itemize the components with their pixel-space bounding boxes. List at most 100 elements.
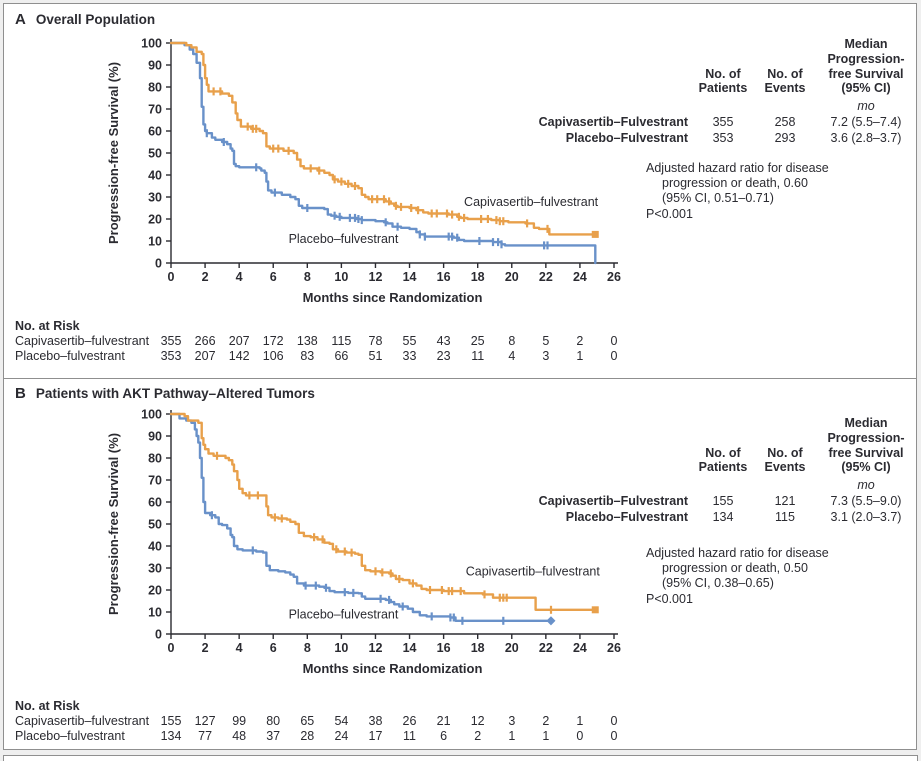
svg-text:90: 90: [148, 59, 162, 73]
placebo-curve: [169, 41, 597, 265]
risk-value: 1: [576, 349, 584, 363]
svg-text:80: 80: [148, 81, 162, 95]
p-value: P<0.001: [646, 592, 693, 606]
risk-value: 21: [436, 714, 451, 728]
stats-table-b: No. of Patients No. of Events Median Pro…: [522, 416, 914, 524]
svg-text:26: 26: [607, 641, 621, 655]
svg-text:30: 30: [148, 562, 162, 576]
risk-value: 138: [296, 334, 318, 348]
stats-b-col-median: Median Progression- free Survival (95% C…: [827, 416, 905, 475]
svg-text:20: 20: [148, 213, 162, 227]
svg-text:30: 30: [148, 191, 162, 205]
svg-text:40: 40: [148, 169, 162, 183]
risk-row: Capivasertib–fulvestrant 155 127 99 80 65 54 38…: [4, 714, 664, 729]
stats-row-events: 293: [774, 130, 796, 145]
svg-text:0: 0: [168, 641, 175, 655]
risk-value: 48: [232, 729, 247, 743]
stats-row-median: 7.3 (5.5–9.0): [830, 493, 902, 508]
svg-text:24: 24: [573, 270, 587, 284]
svg-text:90: 90: [148, 430, 162, 444]
svg-text:50: 50: [148, 147, 162, 161]
svg-text:10: 10: [334, 270, 348, 284]
panel-b-header: B Patients with AKT Pathway–Altered Tumor…: [15, 385, 315, 402]
placebo-curve-label: Placebo–fulvestrant: [289, 608, 399, 622]
svg-text:14: 14: [403, 641, 417, 655]
risk-value: 106: [262, 349, 284, 363]
risk-value: 1: [542, 729, 550, 743]
hazard-note-b: Adjusted hazard ratio for disease progres…: [646, 546, 916, 607]
svg-text:20: 20: [505, 641, 519, 655]
stats-a-col-patients: No. of Patients: [698, 66, 748, 96]
end-marker: [591, 230, 599, 238]
capivasertib-curve-label: Capivasertib–fulvestrant: [466, 565, 601, 579]
risk-value: 134: [160, 729, 182, 743]
risk-value: 0: [576, 729, 584, 743]
svg-text:10: 10: [334, 641, 348, 655]
risk-value: 2: [542, 714, 550, 728]
risk-value: 0: [610, 714, 618, 728]
svg-text:16: 16: [437, 641, 451, 655]
svg-text:50: 50: [148, 518, 162, 532]
stats-row-median: 7.2 (5.5–7.4): [830, 114, 902, 129]
axes: [166, 39, 618, 268]
risk-row: Capivasertib–fulvestrant 355 266 207 172 138 1…: [4, 334, 664, 349]
stats-row-label: Capivasertib–Fulvestrant: [538, 493, 688, 508]
risk-value: 1: [508, 729, 516, 743]
axes: [166, 410, 618, 639]
y-axis-title: Progression-free Survival (%): [106, 433, 121, 615]
figure-frame: A Overall Population 0 10 20 30 40 50 60 70 80 90 1…: [3, 3, 917, 750]
risk-value: 142: [228, 349, 250, 363]
svg-text:20: 20: [148, 584, 162, 598]
svg-text:8: 8: [304, 641, 311, 655]
svg-text:2: 2: [202, 270, 209, 284]
risk-value: 155: [160, 714, 182, 728]
risk-value: 65: [300, 714, 315, 728]
stats-b-col-patients: No. of Patients: [698, 445, 748, 475]
stats-a-col-events: No. of Events: [764, 66, 806, 96]
capivasertib-curve: [169, 412, 599, 614]
capivasertib-curve-label: Capivasertib–fulvestrant: [464, 195, 599, 209]
risk-value: 43: [436, 334, 451, 348]
next-figure-top-edge: [3, 755, 918, 761]
svg-text:12: 12: [369, 641, 383, 655]
svg-text:8: 8: [304, 270, 311, 284]
stats-row-patients: 355: [712, 114, 734, 129]
x-tick-labels: 0 2 4 6 8 10 12 14 16 18 20 22 24 26: [168, 270, 621, 284]
stats-row-events: 258: [774, 114, 796, 129]
risk-value: 24: [334, 729, 349, 743]
risk-value: 2: [474, 729, 482, 743]
hazard-ratio-line: (95% CI, 0.51–0.71): [662, 191, 774, 205]
end-marker: [546, 616, 556, 626]
y-tick-labels: 0 10 20 30 40 50 60 70 80 90 100: [141, 37, 162, 271]
risk-value: 266: [194, 334, 216, 348]
hazard-ratio-line: progression or death, 0.60: [662, 176, 808, 190]
capivasertib-curve: [169, 41, 599, 238]
stats-row-median: 3.1 (2.0–3.7): [830, 509, 902, 524]
svg-text:14: 14: [403, 270, 417, 284]
risk-value: 99: [232, 714, 247, 728]
x-axis-title: Months since Randomization: [303, 290, 483, 305]
svg-text:12: 12: [369, 270, 383, 284]
stats-b-unit: mo: [857, 478, 875, 492]
svg-text:18: 18: [471, 270, 485, 284]
stats-row-label: Capivasertib–Fulvestrant: [538, 114, 688, 129]
stats-table-a: No. of Patients No. of Events Median Pro…: [522, 37, 914, 145]
stats-row-patients: 134: [712, 509, 734, 524]
svg-text:70: 70: [148, 474, 162, 488]
risk-value: 8: [508, 334, 516, 348]
risk-value: 0: [610, 334, 618, 348]
panel-b-letter: B: [15, 385, 26, 402]
svg-text:70: 70: [148, 103, 162, 117]
risk-value: 0: [610, 349, 618, 363]
panel-b: B Patients with AKT Pathway–Altered Tumor…: [4, 379, 916, 749]
risk-value: 353: [160, 349, 182, 363]
svg-text:4: 4: [236, 270, 243, 284]
risk-value: 78: [368, 334, 383, 348]
svg-text:16: 16: [437, 270, 451, 284]
risk-value: 3: [542, 349, 550, 363]
risk-row-label: Capivasertib–fulvestrant: [15, 334, 150, 348]
svg-text:60: 60: [148, 496, 162, 510]
stats-row-patients: 353: [712, 130, 734, 145]
risk-value: 1: [576, 714, 584, 728]
